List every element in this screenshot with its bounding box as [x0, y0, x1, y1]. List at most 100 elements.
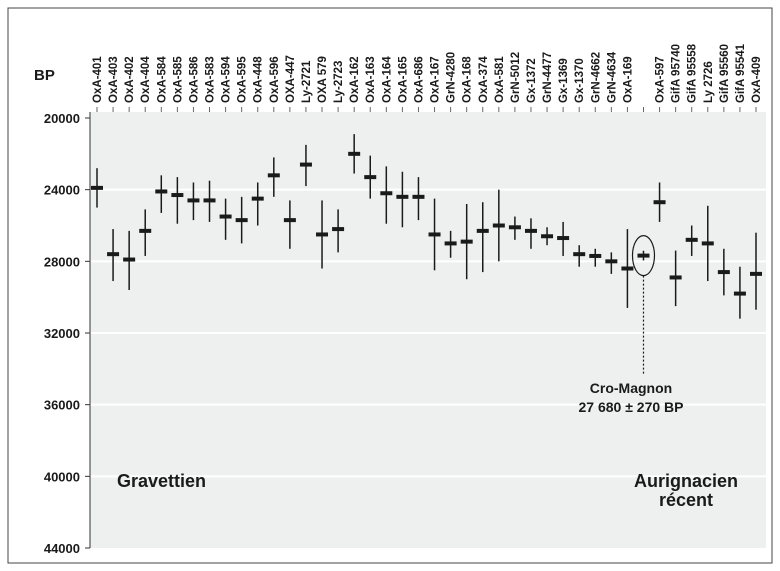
data-point-marker: [750, 271, 762, 276]
data-point-marker: [348, 151, 361, 156]
x-tick-label: Gx-1369: [558, 58, 570, 103]
y-tick-label: 28000: [44, 254, 80, 269]
x-tick-label: OxA-448: [253, 56, 265, 103]
data-point-marker: [557, 236, 570, 241]
y-axis-label: BP: [34, 67, 55, 84]
gridlines: [90, 188, 766, 478]
data-point-marker: [589, 253, 602, 258]
data-point-marker: [123, 257, 136, 262]
x-tick-label: OxA-401: [92, 56, 104, 103]
region-label-aurignacien: Aurignacien: [634, 471, 738, 491]
highlight-group: [631, 235, 656, 375]
y-tick-label: 32000: [44, 326, 80, 341]
x-tick-label: OxA-402: [124, 56, 136, 103]
x-tick-label: Ly-2723: [333, 61, 345, 103]
data-point-marker: [332, 227, 345, 232]
x-tick-label: Gx-1372: [526, 58, 538, 103]
x-tick-label: OxA-374: [478, 56, 490, 103]
x-tick-label: OxA-409: [751, 56, 763, 103]
x-tick-label: OxA-595: [237, 56, 249, 103]
data-point-marker: [621, 266, 634, 271]
data-point-marker: [364, 175, 377, 180]
x-tick-label: OxA-581: [494, 56, 506, 103]
x-tick-label: OXA 579: [317, 56, 329, 103]
x-tick-label: GrN-4662: [590, 52, 602, 103]
x-tick-label: OxA-585: [172, 56, 184, 103]
data-point-marker: [412, 194, 425, 199]
data-point-marker: [155, 189, 168, 194]
x-tick-label: OxA-597: [655, 56, 667, 103]
x-tick-label: OxA-403: [108, 56, 120, 103]
data-point-marker: [91, 185, 103, 190]
x-tick-label: GrN-4634: [606, 51, 618, 103]
x-tick-label: OxA-169: [622, 56, 634, 103]
data-point-marker: [107, 252, 120, 257]
x-tick-label: GifA 95558: [687, 43, 699, 103]
x-tick-label: OxA-163: [365, 56, 377, 103]
x-tick-label: OxA-165: [397, 56, 409, 103]
region-label-recent: récent: [659, 490, 713, 510]
data-point-marker: [669, 275, 682, 280]
data-point-marker: [299, 162, 312, 167]
x-tick-label: OxA-583: [205, 56, 217, 103]
data-point-marker: [187, 198, 200, 203]
x-tick-label: Gx-1370: [574, 58, 586, 103]
x-tick-label: OxA-162: [349, 56, 361, 103]
data-point-marker: [476, 228, 489, 233]
data-marks: [91, 134, 762, 319]
x-tick-label: GifA 95560: [719, 44, 731, 103]
data-point-marker: [653, 200, 666, 205]
x-tick-label: OxA-168: [462, 56, 474, 103]
x-tick-label: Ly 2726: [703, 61, 715, 103]
x-tick-label: GrN-4280: [446, 52, 458, 103]
data-point-marker: [605, 259, 618, 264]
data-point-marker: [203, 198, 216, 203]
data-point-marker: [541, 234, 554, 239]
data-point-marker: [701, 241, 714, 246]
data-point-marker: [283, 218, 296, 223]
x-tick-label: OxA-594: [221, 56, 233, 103]
x-tick-label: Ly-2721: [301, 60, 313, 103]
data-point-marker: [251, 196, 264, 201]
x-tick-label: OxA-686: [413, 56, 425, 103]
y-tick-label: 36000: [44, 398, 80, 413]
y-tick-label: 20000: [44, 111, 80, 126]
data-point-marker: [444, 241, 457, 246]
x-tick-label: GifA 95541: [735, 43, 747, 103]
annotation-line1: Cro-Magnon: [590, 380, 672, 396]
data-point-marker: [219, 214, 232, 219]
region-label-gravettien: Gravettien: [117, 471, 206, 491]
data-point-marker: [396, 194, 409, 199]
x-tick-label: OXA-447: [285, 55, 297, 103]
annotation-line2: 27 680 ± 270 BP: [579, 399, 684, 415]
data-point-marker: [316, 232, 329, 237]
data-point-marker: [637, 253, 650, 258]
data-point-marker: [267, 173, 280, 178]
x-tick-label: GrN-4477: [542, 52, 554, 103]
y-tick-label: 24000: [44, 183, 80, 198]
data-point-marker: [492, 223, 505, 228]
y-axis-ticks: 20000 24000 28000 32000 36000 40000 44000: [44, 111, 90, 556]
data-point-marker: [460, 239, 473, 244]
data-point-marker: [139, 228, 152, 233]
x-tick-label: OxA-164: [381, 56, 393, 103]
x-tick-label: OxA-584: [156, 56, 168, 103]
data-point-marker: [733, 291, 746, 296]
x-axis-labels: OxA-401 OxA-403 OxA-402 OxA-404 OxA-584 OxA-5…: [92, 43, 763, 112]
data-point-marker: [235, 218, 248, 223]
data-point-marker: [428, 232, 441, 237]
data-point-marker: [171, 193, 184, 198]
x-tick-label: GrN-5012: [510, 52, 522, 103]
x-tick-label: OxA-596: [269, 56, 281, 103]
y-tick-label: 40000: [44, 469, 80, 484]
data-point-marker: [573, 252, 586, 257]
data-point-marker: [508, 225, 521, 230]
data-point-marker: [685, 237, 698, 242]
x-tick-label: OxA-404: [140, 56, 152, 103]
y-tick-label: 44000: [44, 541, 80, 556]
x-tick-label: OxA-167: [430, 56, 442, 103]
data-point-marker: [380, 191, 393, 196]
x-tick-label: OxA-586: [188, 56, 200, 103]
data-point-marker: [524, 228, 537, 233]
